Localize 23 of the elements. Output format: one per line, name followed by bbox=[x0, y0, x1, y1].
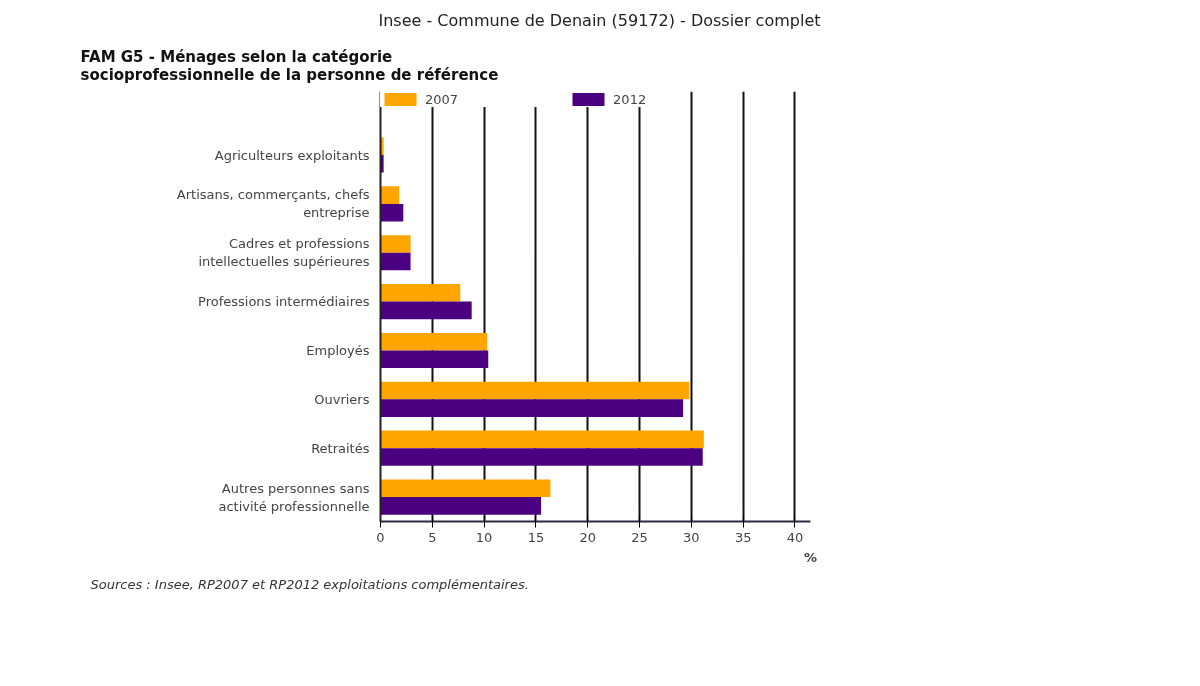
y-tick-label: Employés bbox=[306, 342, 370, 358]
x-tick-label: 25 bbox=[631, 529, 648, 545]
y-tick-label: Agriculteurs exploitants bbox=[214, 147, 370, 163]
y-tick-label: Autres personnes sans activité professionnelle bbox=[218, 480, 370, 514]
x-tick-label: 40 bbox=[786, 529, 804, 545]
source-note: Sources : Insee, RP2007 et RP2012 exploitations complémentaires. bbox=[90, 576, 529, 592]
text: Insee - Commune de Denain (59172) - Dossier complet bbox=[378, 10, 821, 30]
legend-label: 2012 bbox=[613, 91, 647, 107]
x-axis-title: % bbox=[803, 549, 818, 565]
y-tick-label: Retraités bbox=[311, 440, 370, 456]
x-tick-label: 10 bbox=[475, 529, 493, 545]
x-tick-label: 15 bbox=[527, 529, 545, 545]
x-tick-label: 20 bbox=[579, 529, 596, 545]
x-tick-label: 30 bbox=[683, 529, 700, 545]
x-tick-label: 35 bbox=[734, 529, 752, 545]
legend-label: 2007 bbox=[425, 91, 459, 107]
y-tick-label: Professions intermédiaires bbox=[198, 294, 370, 310]
y-tick-label: Artisans, commerçants, chefs entreprise bbox=[176, 187, 370, 221]
y-tick-label: Ouvriers bbox=[314, 391, 370, 407]
x-tick-label: 0 bbox=[376, 529, 385, 545]
y-tick-label: Cadres et professions intellectuelles supérieures bbox=[198, 236, 370, 270]
chart-title: FAM G5 - Ménages selon la catégorie socioprofessionnelle de la personne de référence bbox=[80, 47, 499, 84]
x-tick-label: 5 bbox=[428, 529, 437, 545]
